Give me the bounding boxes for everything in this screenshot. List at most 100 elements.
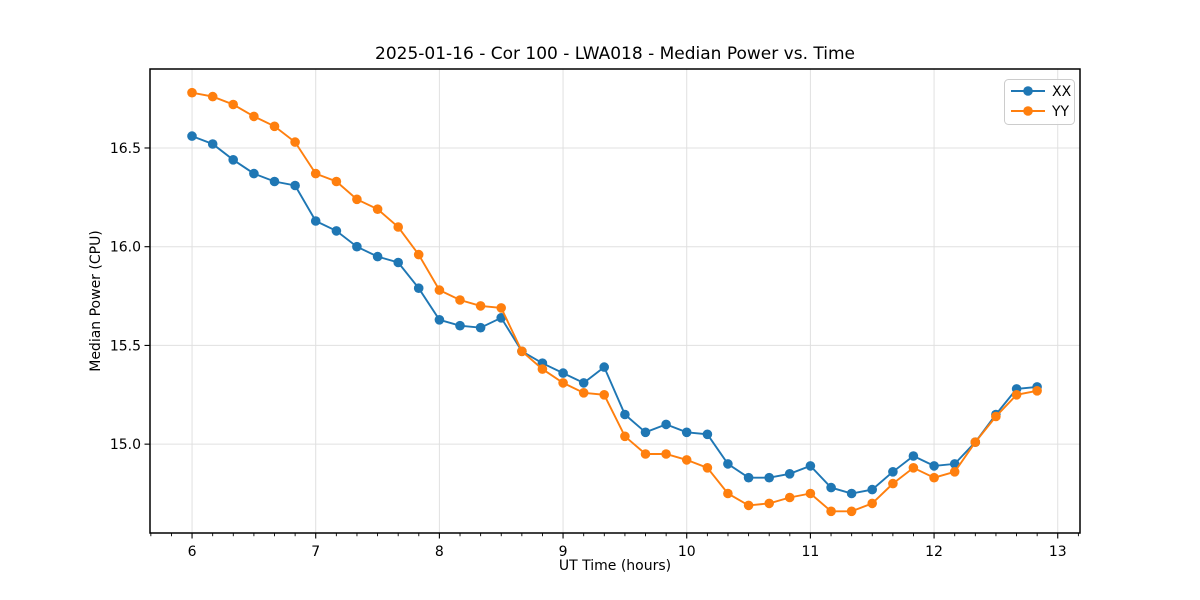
data-point (888, 478, 898, 489)
data-point (826, 506, 836, 517)
data-point (723, 488, 733, 499)
data-point (620, 409, 630, 420)
plot-border (149, 68, 1081, 534)
data-point (413, 249, 424, 260)
data-point (269, 176, 280, 187)
series-line-YY (191, 91, 1038, 513)
x-tick-label: 13 (1049, 544, 1067, 560)
data-point (784, 469, 795, 479)
data-point (764, 498, 774, 509)
data-point (723, 459, 733, 469)
data-point (578, 388, 589, 398)
data-point (970, 437, 981, 448)
data-point (702, 429, 713, 440)
legend-marker-xx (1023, 86, 1033, 96)
x-tick-label: 8 (435, 544, 444, 560)
x-tick-label: 12 (925, 544, 943, 560)
data-point (517, 346, 527, 357)
data-point (372, 204, 383, 214)
x-tick-label: 9 (559, 544, 568, 560)
data-point (331, 176, 342, 187)
data-point (352, 194, 362, 205)
data-point (661, 449, 671, 459)
data-point (784, 492, 795, 503)
data-point (867, 498, 877, 509)
data-point (455, 320, 465, 331)
y-axis-label: Median Power (CPU) (88, 230, 104, 372)
data-point (743, 500, 754, 511)
axis-layer: 6 7 8 9 10 11 12 13 15.0 15.5 16.0 16.5 (110, 68, 1081, 560)
y-tick-label: 15.5 (110, 338, 141, 354)
data-point (949, 467, 960, 477)
data-point (207, 139, 218, 149)
data-point (1011, 390, 1022, 400)
data-point (661, 419, 671, 430)
y-tick-label: 15.0 (110, 437, 141, 453)
data-point (331, 226, 342, 236)
data-point (743, 472, 754, 483)
data-point (929, 461, 939, 471)
data-point (207, 91, 218, 102)
data-point (929, 472, 939, 483)
data-point (620, 431, 630, 442)
data-point (599, 362, 609, 372)
data-point (187, 87, 197, 98)
data-point (434, 315, 445, 325)
data-point (269, 121, 280, 132)
x-axis-label: UT Time (hours) (559, 558, 671, 574)
data-point (393, 257, 404, 268)
data-point (991, 411, 1001, 422)
legend-label-yy: YY (1051, 104, 1070, 120)
data-point (908, 451, 919, 461)
data-point (805, 488, 816, 499)
legend-marker-yy (1023, 106, 1033, 116)
data-point (393, 222, 404, 232)
data-point (826, 482, 836, 493)
data-point (228, 99, 238, 110)
x-tick-label: 7 (311, 544, 320, 560)
data-point (290, 137, 300, 147)
data-point (496, 313, 507, 323)
data-point (187, 131, 197, 141)
data-point (455, 295, 465, 305)
data-point (537, 364, 548, 374)
series-line-XX (191, 135, 1038, 495)
data-point (599, 390, 609, 400)
data-point (640, 449, 651, 459)
data-point (846, 488, 857, 499)
data-point (1032, 386, 1042, 396)
data-point (888, 467, 898, 477)
data-point (352, 241, 362, 252)
data-point (867, 484, 877, 495)
data-point (702, 463, 713, 473)
data-point (475, 301, 486, 311)
data-point (949, 459, 960, 469)
legend-label-xx: XX (1052, 84, 1072, 100)
data-layer (187, 87, 1042, 517)
y-tick-label: 16.0 (110, 240, 141, 256)
legend: XX YY (1004, 79, 1075, 125)
data-point (228, 155, 238, 165)
y-tick-label: 16.5 (110, 141, 141, 157)
grid-layer (150, 69, 1080, 533)
data-point (681, 455, 692, 465)
data-point (475, 322, 486, 333)
data-point (496, 303, 507, 313)
data-point (310, 216, 321, 226)
data-point (249, 168, 259, 179)
data-point (805, 461, 816, 471)
chart-title: 2025-01-16 - Cor 100 - LWA018 - Median P… (375, 44, 855, 64)
data-point (290, 180, 300, 191)
data-point (578, 378, 589, 388)
data-point (764, 472, 774, 483)
data-point (413, 283, 424, 294)
data-point (434, 285, 445, 295)
data-point (846, 506, 857, 517)
data-point (372, 251, 383, 262)
data-point (249, 111, 259, 122)
x-tick-label: 6 (188, 544, 197, 560)
data-point (558, 368, 568, 378)
x-tick-label: 10 (678, 544, 696, 560)
